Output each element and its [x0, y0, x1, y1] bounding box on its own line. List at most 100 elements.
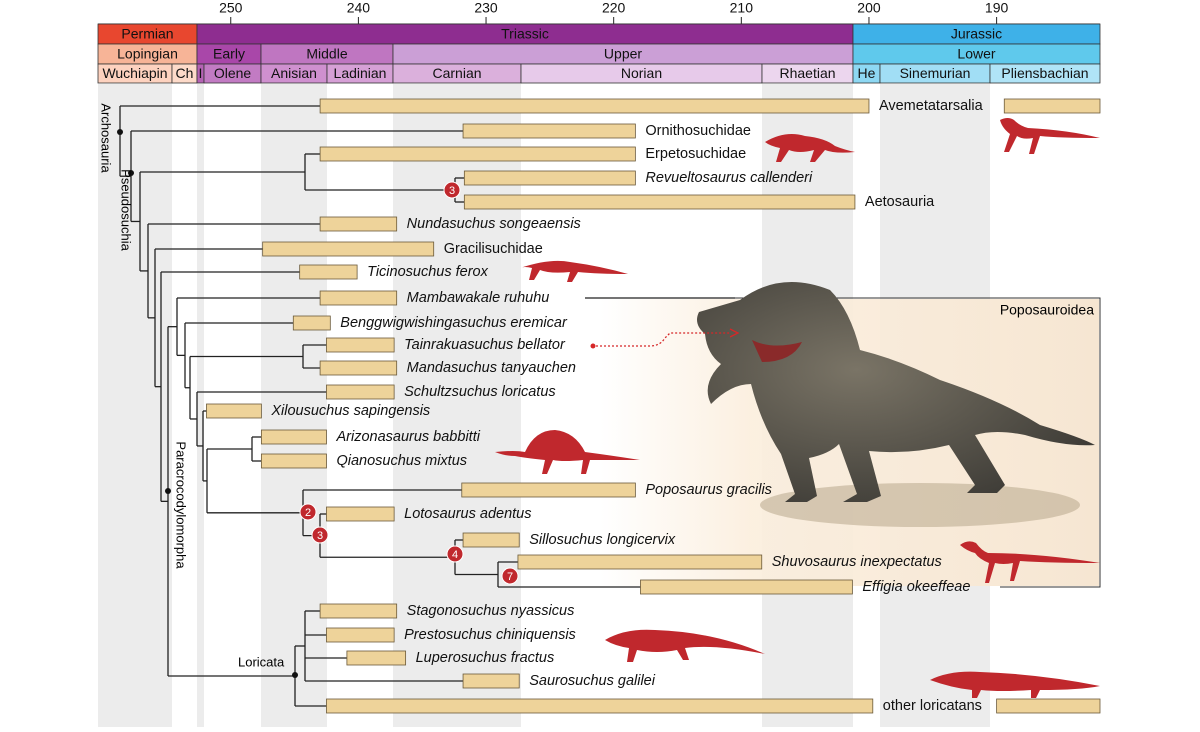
taxon-label: Qianosuchus mixtus [336, 453, 467, 469]
timescale-label: Olene [214, 65, 252, 81]
timescale-label: Wuchiapin [102, 65, 167, 81]
taxon-label: Avemetatarsalia [879, 98, 984, 114]
tick-label: 230 [474, 0, 498, 16]
node-badge-label: 7 [507, 571, 513, 583]
taxon-label: Ornithosuchidae [645, 123, 751, 139]
range-bar [326, 627, 395, 643]
timescale-label: Pliensbachian [1001, 65, 1088, 81]
range-bar [463, 194, 856, 210]
background-band [98, 84, 172, 727]
timescale-label: Ch [176, 65, 194, 81]
node-dot [128, 170, 134, 176]
poposauroidea-box [600, 297, 1101, 588]
range-bar [1003, 98, 1101, 114]
silhouettes [495, 118, 1100, 698]
timescale-label: Early [213, 46, 245, 62]
taxon-label: Schultzsuchus loricatus [404, 384, 556, 400]
range-bar [319, 146, 636, 162]
clade-label: Poposauroidea [1000, 302, 1094, 318]
range-bar [996, 698, 1101, 714]
range-bar [292, 315, 331, 331]
timescale-label: Norian [621, 65, 662, 81]
range-bar [326, 506, 395, 522]
taxon-label: Mambawakale ruhuhu [407, 290, 550, 306]
node-badge [446, 545, 464, 563]
node-badge [443, 181, 461, 199]
range-bar [463, 170, 636, 186]
range-bar [299, 264, 358, 280]
range-bar [262, 241, 435, 257]
taxon-label: Erpetosuchidae [645, 146, 746, 162]
tick-label: 200 [857, 0, 881, 16]
range-bar [462, 532, 520, 548]
taxon-label: Aetosauria [865, 194, 935, 210]
range-bar [346, 650, 407, 666]
clade-label: Archosauria [99, 103, 114, 173]
timescale-label: Jurassic [951, 26, 1002, 42]
taxon-label: Prestosuchus chiniquensis [404, 627, 576, 643]
taxon-label: other loricatans [883, 698, 982, 714]
timescale-label: He [858, 65, 876, 81]
taxon-label: Stagonosuchus nyassicus [407, 603, 575, 619]
taxon-label: Gracilisuchidae [444, 241, 543, 257]
background-band [261, 84, 327, 727]
range-bar [319, 290, 398, 306]
taxon-label: Revueltosaurus callenderi [645, 170, 813, 186]
node-badge [311, 526, 329, 544]
taxon-label: Mandasuchus tanyauchen [407, 360, 576, 376]
node-dot [292, 672, 298, 678]
timescale-label: Carnian [432, 65, 481, 81]
clade-label: Loricata [238, 654, 285, 669]
range-bar [462, 123, 636, 139]
timescale-label: Middle [306, 46, 347, 62]
pointer-arrow [596, 332, 730, 347]
node-dot [117, 129, 123, 135]
timescale-label: Rhaetian [779, 65, 835, 81]
range-bar [517, 554, 763, 570]
timescale-label: Anisian [271, 65, 317, 81]
taxon-label: Lotosaurus adentus [404, 506, 531, 522]
taxon-label: Arizonasaurus babbitti [335, 429, 480, 445]
timescale-cell [989, 63, 1101, 84]
range-bar [260, 429, 327, 445]
node-dot [165, 488, 171, 494]
range-bar [319, 98, 870, 114]
range-bar [326, 384, 395, 400]
range-bar [319, 360, 398, 376]
taxon-label: Ticinosuchus ferox [367, 264, 489, 280]
timescale-label: Triassic [501, 26, 549, 42]
timescale-label: Lopingian [117, 46, 178, 62]
node-badge-label: 3 [449, 185, 455, 197]
taxon-label: Sillosuchus longicervix [529, 532, 676, 548]
taxon-label: Effigia okeeffeae [862, 579, 970, 595]
taxon-label: Poposaurus gracilis [645, 482, 772, 498]
taxon-label: Tainrakuasuchus bellator [404, 337, 566, 353]
background-band [197, 84, 204, 727]
node-badge [501, 567, 519, 585]
range-bar [206, 403, 262, 419]
pointer-head [729, 328, 740, 338]
timescale-label: Permian [121, 26, 173, 42]
range-bar [260, 453, 327, 469]
timescale-label: I [199, 65, 203, 81]
tick-label: 210 [730, 0, 754, 16]
node-badge [299, 503, 317, 521]
clade-label: Pseudosuchia [119, 169, 134, 251]
range-bar [326, 698, 874, 714]
tainrakuasuchus-reconstruction [697, 282, 1095, 527]
taxon-label: Benggwigwishingasuchus eremicar [340, 315, 568, 331]
tick-label: 190 [985, 0, 1009, 16]
taxon-label: Luperosuchus fractus [416, 650, 555, 666]
tick-label: 240 [347, 0, 371, 16]
tick-label: 250 [219, 0, 243, 16]
node-badge-label: 3 [317, 530, 323, 542]
taxon-label: Nundasuchus songeaensis [407, 216, 581, 232]
timescale-label: Ladinian [334, 65, 387, 81]
timescale-label: Sinemurian [900, 65, 971, 81]
timescale-label: Lower [957, 46, 995, 62]
clade-label: Paracrocodylomorpha [174, 441, 189, 569]
node-badge-label: 2 [305, 507, 311, 519]
node-badge-label: 4 [452, 549, 458, 561]
tick-label: 220 [602, 0, 626, 16]
